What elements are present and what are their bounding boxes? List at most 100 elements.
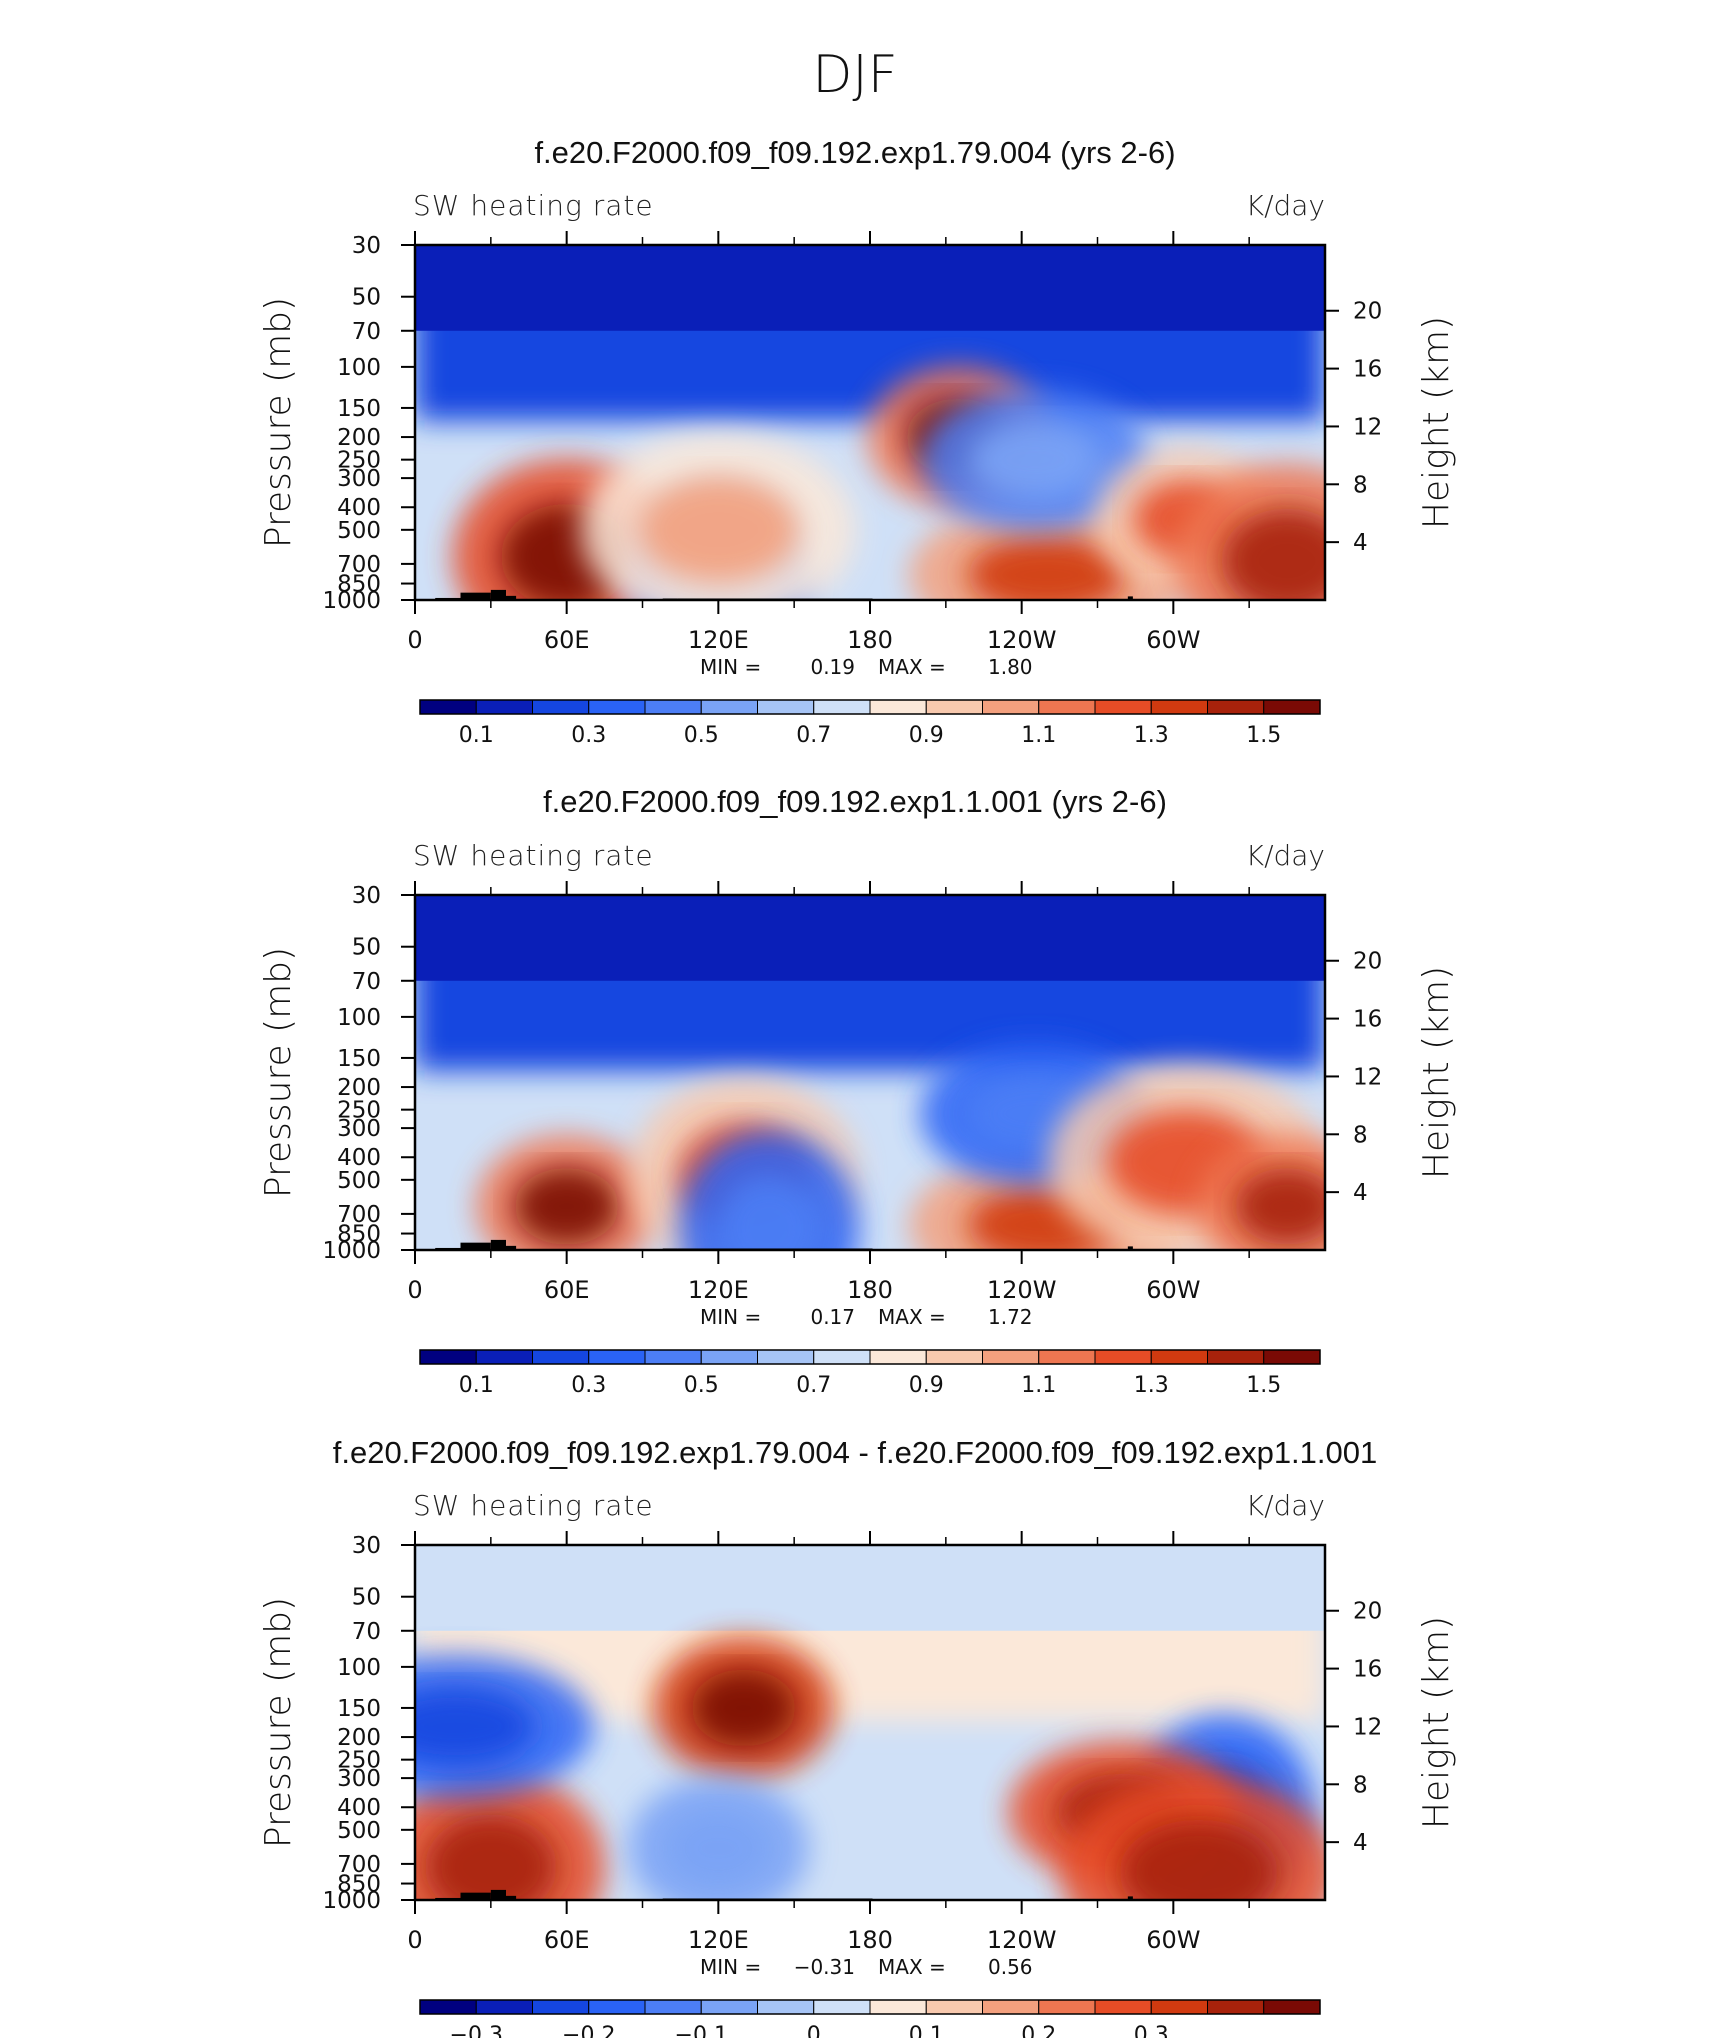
y-tick-label: 200 (337, 1725, 381, 1751)
topography (1127, 596, 1133, 600)
colorbar-box (1150, 699, 1208, 715)
contour-blob (967, 536, 1127, 600)
height-tick-label: 8 (1353, 1122, 1368, 1148)
colorbar-frame (419, 1999, 1321, 2015)
colorbar-box (925, 1349, 983, 1365)
colorbar-box (588, 699, 646, 715)
y-tick-label: 1000 (322, 1238, 381, 1264)
colorbar-box (1263, 699, 1321, 715)
colorbar-label: 1.1 (1021, 723, 1056, 748)
height-tick-label: 16 (1353, 1007, 1382, 1033)
colorbar-box (925, 699, 983, 715)
chart-panel-1: f.e20.F2000.f09_f09.192.exp1.79.004 (yrs… (258, 135, 1457, 748)
height-tick-label: 20 (1353, 1599, 1382, 1625)
y-tick-label: 30 (352, 233, 381, 259)
x-tick-label: 60E (544, 1276, 590, 1304)
super-title: DJF (812, 45, 897, 105)
y-tick-label: 70 (352, 969, 381, 995)
contour-blob (665, 1809, 771, 1887)
colorbar-label: 1.3 (1134, 1373, 1169, 1398)
colorbar-box (1038, 699, 1096, 715)
colorbar-box (982, 1349, 1040, 1365)
y-tick-label: 150 (337, 1696, 381, 1722)
colorbar-box (1038, 1999, 1096, 2015)
topography (506, 1895, 517, 1900)
colorbar-box (475, 1999, 533, 2015)
contour-blob (716, 1174, 822, 1250)
topography (1127, 1246, 1133, 1250)
y-tick-label: 700 (337, 1852, 381, 1878)
max-value: 1.72 (988, 1305, 1033, 1329)
colorbar-box (475, 1349, 533, 1365)
topography (490, 1889, 506, 1900)
colorbar-box (588, 1349, 646, 1365)
y-tick-label: 50 (352, 935, 381, 961)
x-tick-label: 180 (847, 1926, 893, 1954)
y-tick-label: 500 (337, 1168, 381, 1194)
x-tick-label: 180 (847, 1276, 893, 1304)
y-tick-label: 70 (352, 1619, 381, 1645)
y-tick-label: 300 (337, 466, 381, 492)
height-tick-label: 4 (1353, 1180, 1368, 1206)
contour-blob (638, 477, 798, 583)
contour-blob (691, 1669, 797, 1747)
y-tick-label: 250 (337, 448, 381, 474)
colorbar-box (644, 1349, 702, 1365)
colorbar-label: −0.1 (675, 2023, 728, 2038)
height-tick-label: 4 (1353, 1830, 1368, 1856)
contour-blob (424, 1814, 557, 1900)
colorbar-box (813, 699, 871, 715)
x-tick-label: 60W (1146, 1926, 1200, 1954)
y-tick-label: 150 (337, 396, 381, 422)
colorbar-label: 1.1 (1021, 1373, 1056, 1398)
min-value: 0.17 (810, 1305, 855, 1329)
y-tick-label: 700 (337, 552, 381, 578)
topography (460, 592, 491, 600)
colorbar-label: 0.1 (459, 723, 494, 748)
y-tick-label: 30 (352, 883, 381, 909)
colorbar-label: 0.9 (909, 1373, 944, 1398)
y-tick-label: 250 (337, 1098, 381, 1124)
height-tick-label: 20 (1353, 949, 1382, 975)
colorbar-box (813, 1349, 871, 1365)
colorbar-label: 0.3 (571, 723, 606, 748)
chart-panel-2: f.e20.F2000.f09_f09.192.exp1.1.001 (yrs … (258, 784, 1457, 1398)
panels: f.e20.F2000.f09_f09.192.exp1.79.004 (yrs… (258, 135, 1457, 2038)
topography (460, 1242, 491, 1250)
colorbar-label: −0.2 (562, 2023, 615, 2038)
y-axis-label-right: Height (km) (1416, 966, 1457, 1179)
colorbar-box (419, 1349, 477, 1365)
y-tick-label: 500 (337, 1818, 381, 1844)
y-tick-label: 700 (337, 1202, 381, 1228)
y-axis-label-right: Height (km) (1416, 1616, 1457, 1829)
colorbar-box (757, 699, 815, 715)
colorbar-box (532, 1349, 590, 1365)
y-tick-label: 150 (337, 1046, 381, 1072)
colorbar-label: 1.5 (1246, 1373, 1281, 1398)
max-label: MAX = (878, 1305, 946, 1329)
y-tick-label: 30 (352, 1533, 381, 1559)
topography (506, 595, 517, 600)
colorbar-box (700, 1349, 758, 1365)
colorbar-box (644, 699, 702, 715)
right-string: K/day (1246, 839, 1325, 872)
upper-band-core (415, 245, 1325, 331)
contour-blob (514, 1167, 620, 1245)
y-tick-label: 850 (337, 1222, 381, 1248)
colorbar-box (813, 1999, 871, 2015)
height-tick-label: 12 (1353, 1064, 1382, 1090)
contour-blob (415, 1687, 535, 1765)
max-label: MAX = (878, 1955, 946, 1979)
colorbar-label: 0.3 (1134, 2023, 1169, 2038)
colorbar-box (869, 1999, 927, 2015)
colorbar-box (1094, 1349, 1152, 1365)
y-tick-label: 50 (352, 285, 381, 311)
x-tick-label: 120E (688, 1926, 749, 1954)
contour-blob (968, 421, 1101, 499)
topography (506, 1245, 517, 1250)
y-tick-label: 400 (337, 1145, 381, 1171)
y-axis-label: Pressure (mb) (258, 947, 299, 1198)
colorbar-label: 0.9 (909, 723, 944, 748)
colorbar-box (532, 1999, 590, 2015)
